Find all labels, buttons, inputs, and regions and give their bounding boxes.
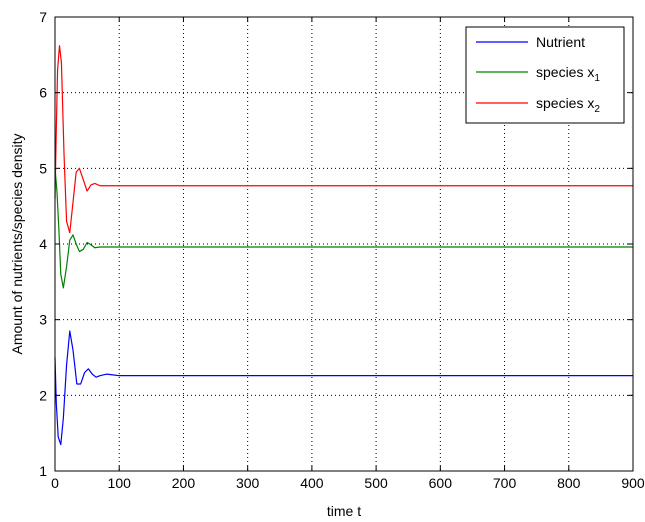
series-line-1 <box>54 330 633 446</box>
y-tick-label: 2 <box>39 387 47 403</box>
x-tick-label: 400 <box>300 475 324 491</box>
x-tick-label: 700 <box>493 475 517 491</box>
x-tick-label: 900 <box>621 475 645 491</box>
legend-label-3: species x2 <box>536 95 600 115</box>
legend: Nutrient species x1 species x2 <box>465 26 625 124</box>
y-tick-label: 4 <box>39 236 47 252</box>
x-axis-label: time t <box>327 503 361 519</box>
series-line-3 <box>54 45 633 234</box>
y-tick-label: 3 <box>39 312 47 328</box>
y-tick-label: 6 <box>39 85 47 101</box>
y-tick-label: 7 <box>39 9 47 25</box>
x-tick-label: 100 <box>108 475 132 491</box>
series-lines <box>54 45 633 446</box>
x-tick-label: 600 <box>429 475 453 491</box>
y-axis-label: Amount of nutrients/species density <box>9 133 25 354</box>
x-tick-label: 300 <box>236 475 260 491</box>
series-line-2 <box>54 168 633 289</box>
x-tick-label: 200 <box>172 475 196 491</box>
legend-entries: Nutrient species x1 species x2 <box>476 34 600 115</box>
y-tick-label: 5 <box>39 160 47 176</box>
x-tick-label: 0 <box>51 475 59 491</box>
y-tick-label: 1 <box>39 463 47 479</box>
legend-label-1: Nutrient <box>536 34 585 50</box>
legend-label-2: species x1 <box>536 64 600 84</box>
ticks: 0 100 200 300 400 500 600 700 800 900 1 2 3 4 5 6 7 <box>39 9 645 491</box>
legend-box <box>465 26 625 124</box>
grid <box>55 17 633 471</box>
x-tick-label: 800 <box>557 475 581 491</box>
x-tick-label: 500 <box>364 475 388 491</box>
